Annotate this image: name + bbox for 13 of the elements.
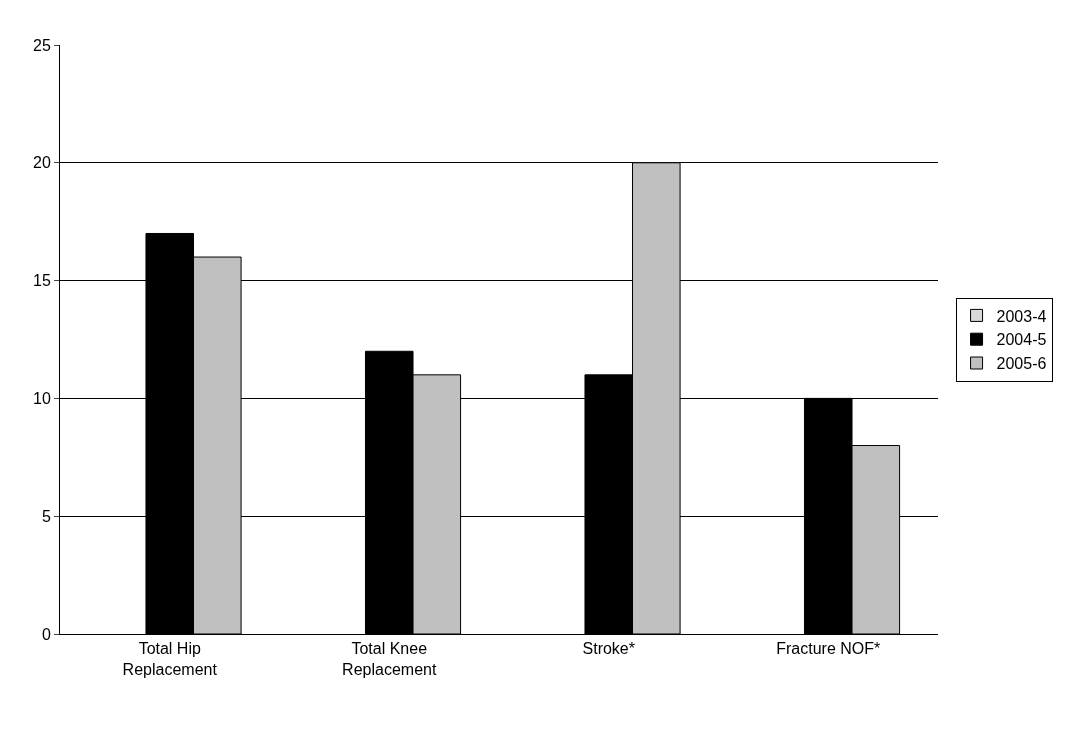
- legend-label: 2003-4: [996, 307, 1047, 325]
- legend-label: 2004-5: [996, 331, 1047, 349]
- y-tick-label: 25: [33, 36, 51, 54]
- y-tick-label: 20: [33, 154, 51, 172]
- legend-label: 2005-6: [996, 355, 1047, 373]
- y-tick-label: 10: [33, 390, 51, 407]
- x-tick-label: Total Knee Replacement: [342, 640, 437, 678]
- x-tick-label: Stroke*: [582, 640, 635, 658]
- x-tick-label: Fracture NOF*: [776, 640, 881, 658]
- y-tick-label: 0: [41, 625, 51, 643]
- y-tick-label: 5: [41, 507, 51, 525]
- x-tick-label: Total Hip Replacement: [122, 640, 218, 678]
- y-tick-label: 15: [33, 272, 51, 290]
